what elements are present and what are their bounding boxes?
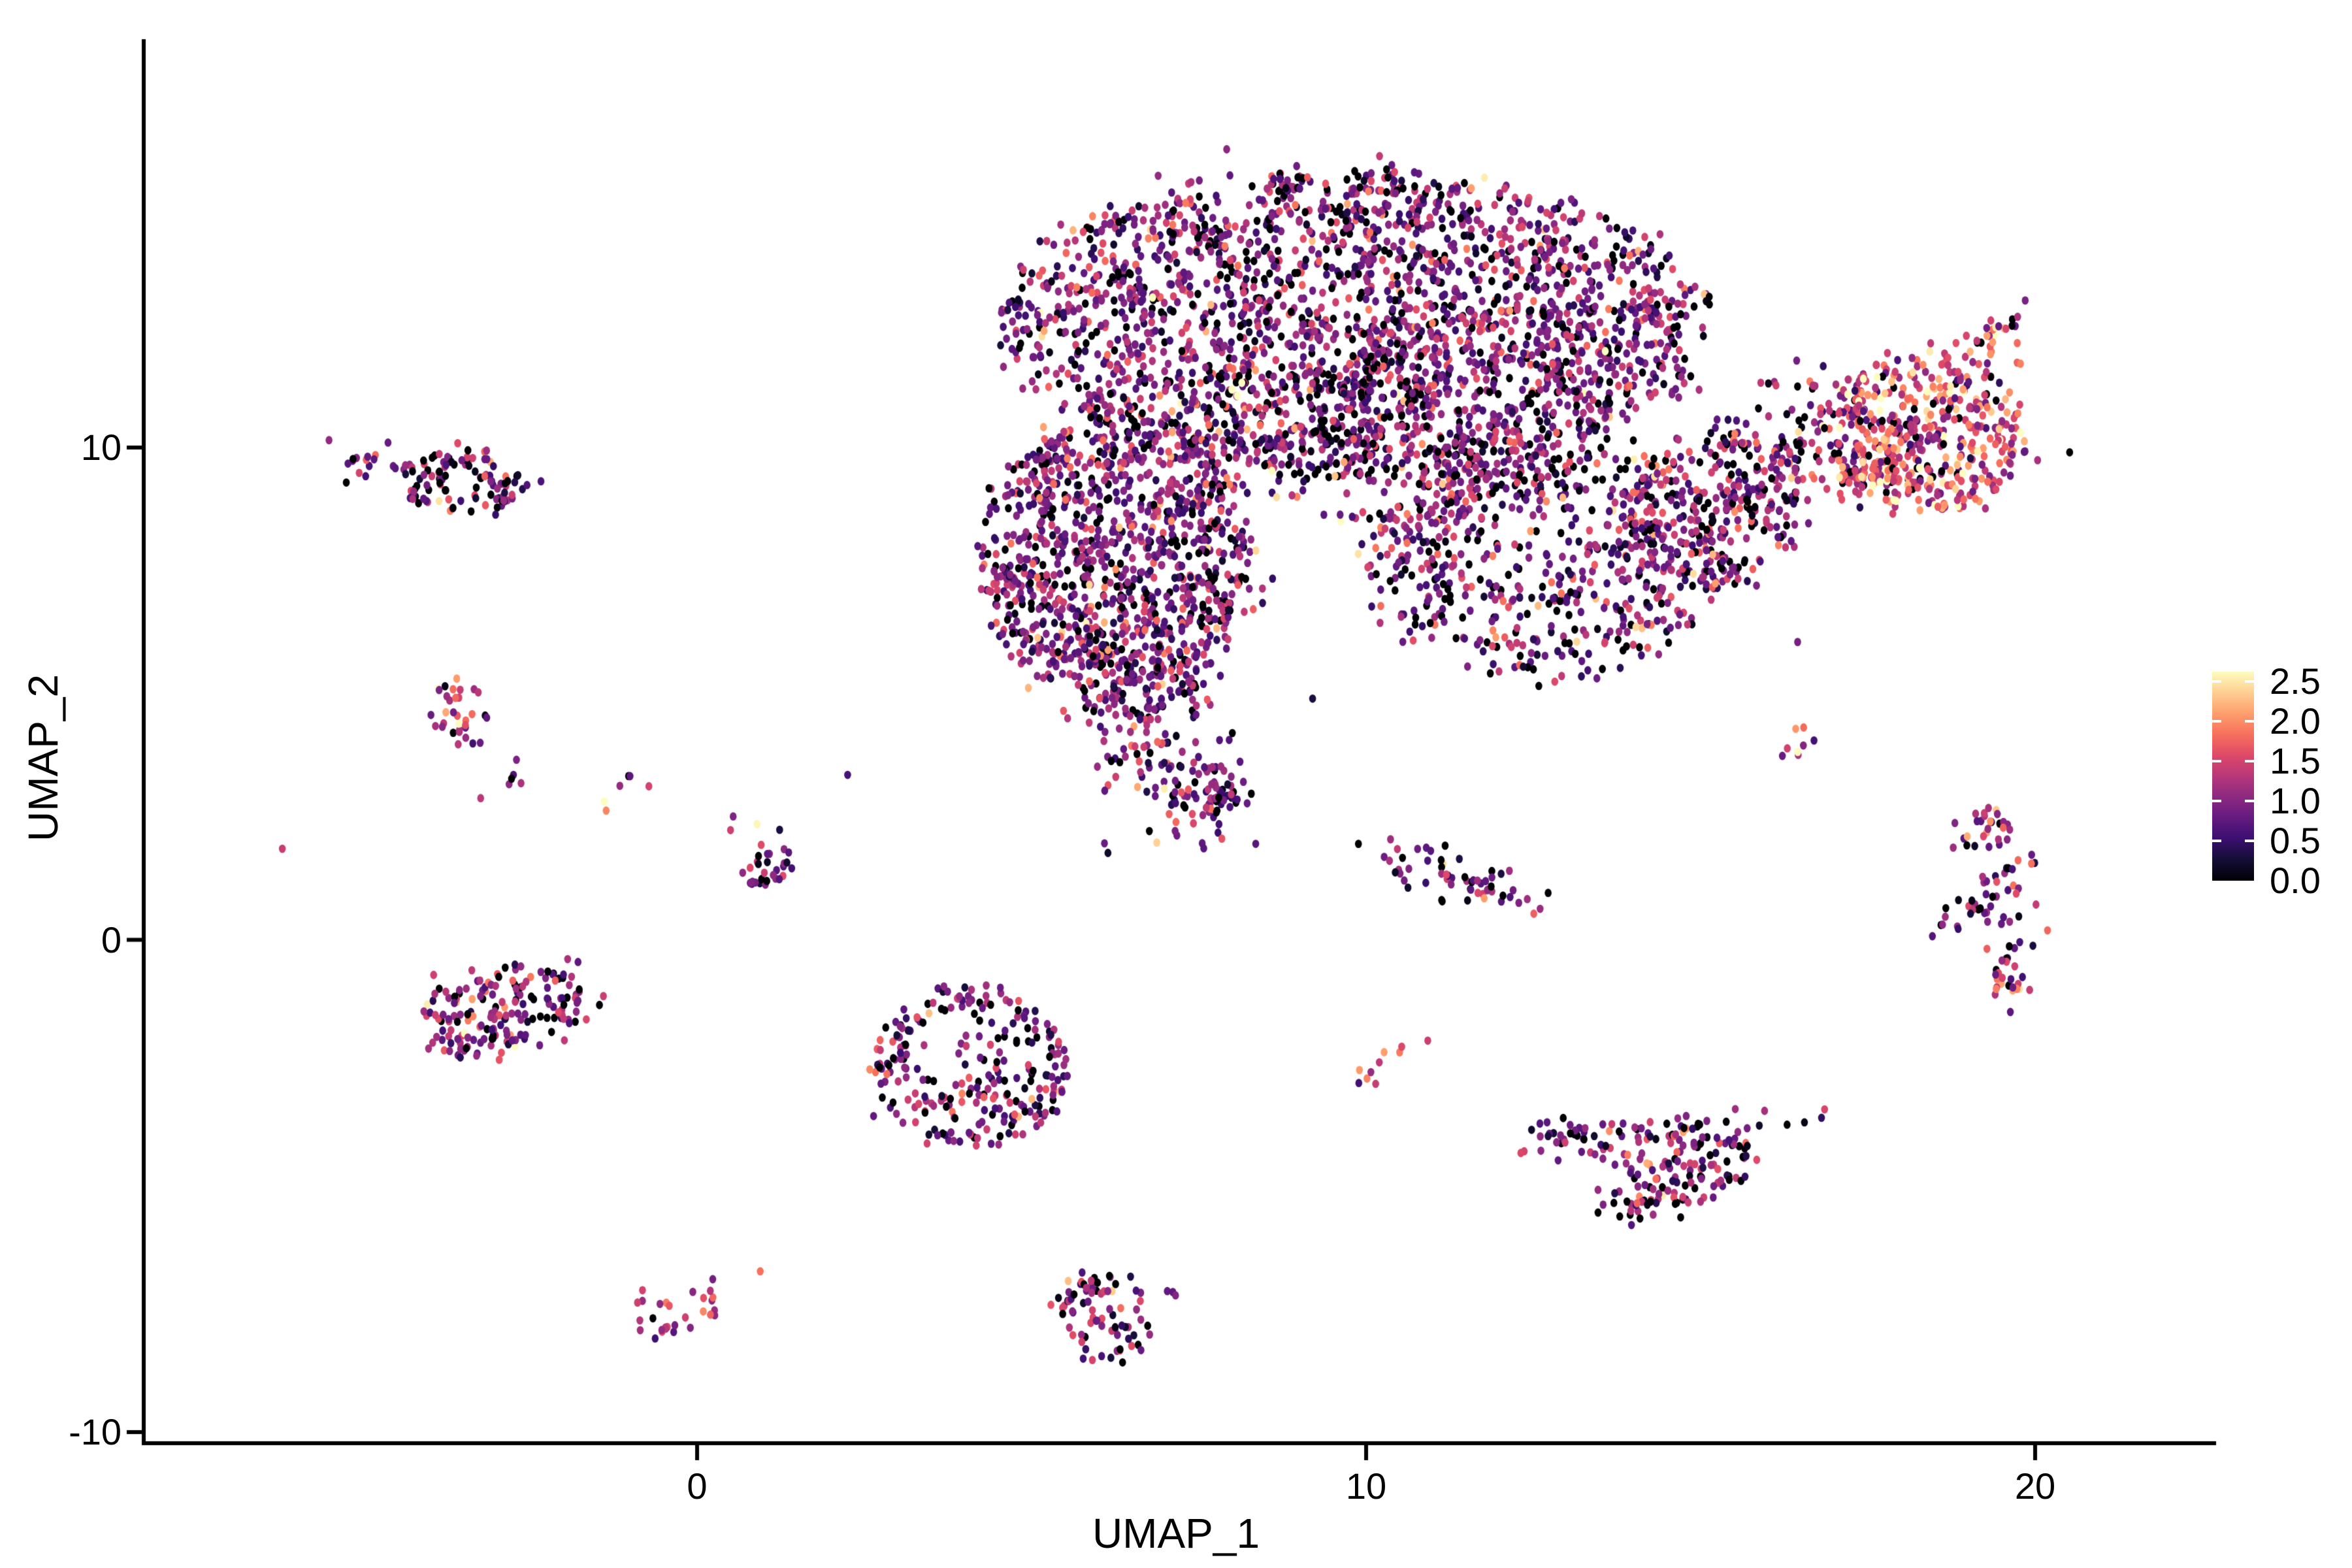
legend-tick-mark [2245, 799, 2254, 802]
legend-tick-label: 1.0 [2270, 779, 2321, 821]
legend-tick-mark [2245, 679, 2254, 683]
legend-tick-label: 0.0 [2270, 860, 2321, 901]
x-axis-title: UMAP_1 [1092, 1510, 1260, 1557]
legend-tick-mark [2212, 799, 2221, 802]
color-legend: 2.5 2.0 1.5 1.0 0.5 0.0 [2212, 662, 2352, 920]
legend-tick-label: 2.5 [2270, 660, 2321, 702]
legend-tick-mark [2245, 839, 2254, 842]
y-tick-label: 10 [80, 427, 122, 468]
legend-tick-label: 2.0 [2270, 700, 2321, 742]
x-tick-label: 0 [687, 1465, 708, 1507]
y-tick-label: -10 [69, 1411, 122, 1452]
legend-tick-mark [2212, 839, 2221, 842]
x-tick-label: 20 [2014, 1465, 2056, 1507]
legend-gradient-bar [2212, 672, 2254, 881]
legend-tick-mark [2212, 679, 2221, 683]
y-tick-label: 0 [101, 919, 122, 960]
legend-tick-mark [2212, 759, 2221, 762]
x-tick-label: 10 [1345, 1465, 1387, 1507]
legend-tick-mark [2245, 719, 2254, 723]
legend-tick-label: 1.5 [2270, 740, 2321, 781]
y-axis-title: UMAP_2 [20, 674, 67, 842]
legend-tick-mark [2212, 719, 2221, 723]
legend-tick-mark [2245, 759, 2254, 762]
legend-tick-label: 0.5 [2270, 819, 2321, 861]
